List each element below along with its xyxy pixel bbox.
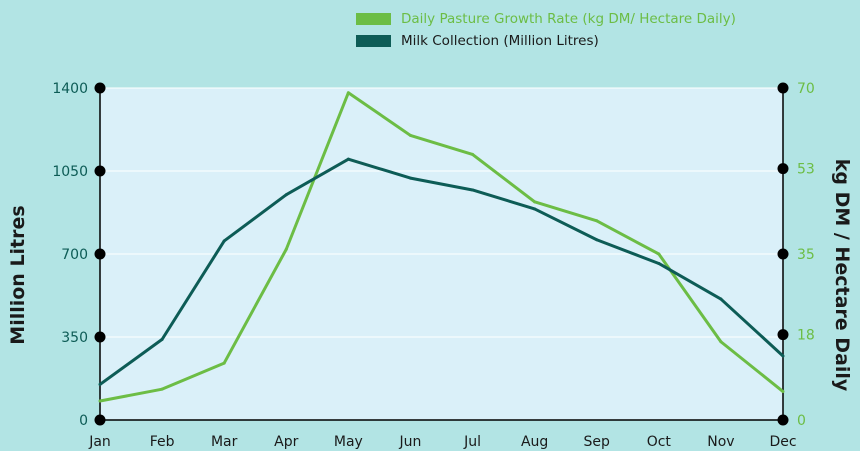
x-tick-label-aug: Aug	[521, 434, 548, 450]
x-tick-label-sep: Sep	[584, 434, 611, 450]
x-tick-label-apr: Apr	[274, 434, 298, 450]
legend-item-pasture: Daily Pasture Growth Rate (kg DM/ Hectar…	[356, 8, 736, 30]
point-pasture-jul	[471, 152, 475, 156]
left-tick-label-1050: 1050	[52, 164, 88, 180]
right-tick-label-18: 18	[797, 328, 815, 344]
point-milk-oct	[657, 261, 661, 265]
legend-item-milk: Milk Collection (Million Litres)	[356, 30, 736, 52]
right-tick-label-53: 53	[797, 162, 815, 178]
left-tick-dot-700	[94, 248, 106, 260]
left-tick-label-0: 0	[79, 413, 88, 429]
x-tick-label-feb: Feb	[150, 434, 175, 450]
point-pasture-mar	[222, 361, 226, 365]
legend-label-pasture: Daily Pasture Growth Rate (kg DM/ Hectar…	[401, 11, 736, 27]
point-milk-feb	[160, 337, 164, 341]
right-tick-dot-35	[777, 248, 789, 260]
point-pasture-sep	[595, 219, 599, 223]
legend-swatch-pasture	[356, 13, 391, 25]
right-tick-dot-0	[777, 414, 789, 426]
left-tick-label-350: 350	[61, 330, 88, 346]
point-milk-nov	[719, 297, 723, 301]
point-milk-jan	[98, 382, 102, 386]
x-tick-label-nov: Nov	[707, 434, 734, 450]
x-tick-label-dec: Dec	[769, 434, 796, 450]
point-milk-jul	[471, 188, 475, 192]
right-tick-dot-18	[777, 329, 789, 341]
x-tick-label-jul: Jul	[463, 434, 481, 450]
x-tick-label-jan: Jan	[88, 434, 111, 450]
right-axis-title: kg DM / Hectare Daily	[831, 158, 853, 392]
right-tick-label-35: 35	[797, 247, 815, 263]
point-pasture-feb	[160, 387, 164, 391]
x-tick-label-may: May	[334, 434, 363, 450]
left-tick-dot-0	[94, 414, 106, 426]
point-pasture-jan	[98, 399, 102, 403]
left-tick-dot-1050	[94, 165, 106, 177]
x-tick-label-jun: Jun	[399, 434, 422, 450]
left-tick-dot-350	[94, 331, 106, 343]
point-milk-jun	[408, 176, 412, 180]
series-line-milk-collection	[99, 157, 785, 386]
point-milk-may	[346, 157, 350, 161]
point-pasture-apr	[284, 247, 288, 251]
x-tick-label-oct: Oct	[647, 434, 672, 450]
legend-swatch-milk	[356, 35, 391, 47]
point-milk-dec	[781, 354, 785, 358]
point-pasture-oct	[657, 252, 661, 256]
right-tick-dot-70	[777, 82, 789, 94]
point-pasture-may	[346, 91, 350, 95]
left-tick-dot-1400	[94, 82, 106, 94]
point-pasture-jun	[408, 133, 412, 137]
legend-label-milk: Milk Collection (Million Litres)	[401, 33, 599, 49]
point-pasture-dec	[781, 390, 785, 394]
left-axis-title: Million Litres	[7, 205, 29, 345]
point-pasture-nov	[719, 340, 723, 344]
point-pasture-aug	[533, 200, 537, 204]
point-milk-mar	[222, 239, 226, 243]
right-tick-label-0: 0	[797, 413, 806, 429]
point-milk-aug	[533, 207, 537, 211]
left-tick-label-700: 700	[61, 247, 88, 263]
x-tick-label-mar: Mar	[211, 434, 238, 450]
point-milk-apr	[284, 193, 288, 197]
left-tick-label-1400: 1400	[52, 81, 88, 97]
right-tick-label-70: 70	[797, 81, 815, 97]
right-tick-dot-53	[777, 163, 789, 175]
point-milk-sep	[595, 238, 599, 242]
legend: Daily Pasture Growth Rate (kg DM/ Hectar…	[356, 8, 736, 52]
